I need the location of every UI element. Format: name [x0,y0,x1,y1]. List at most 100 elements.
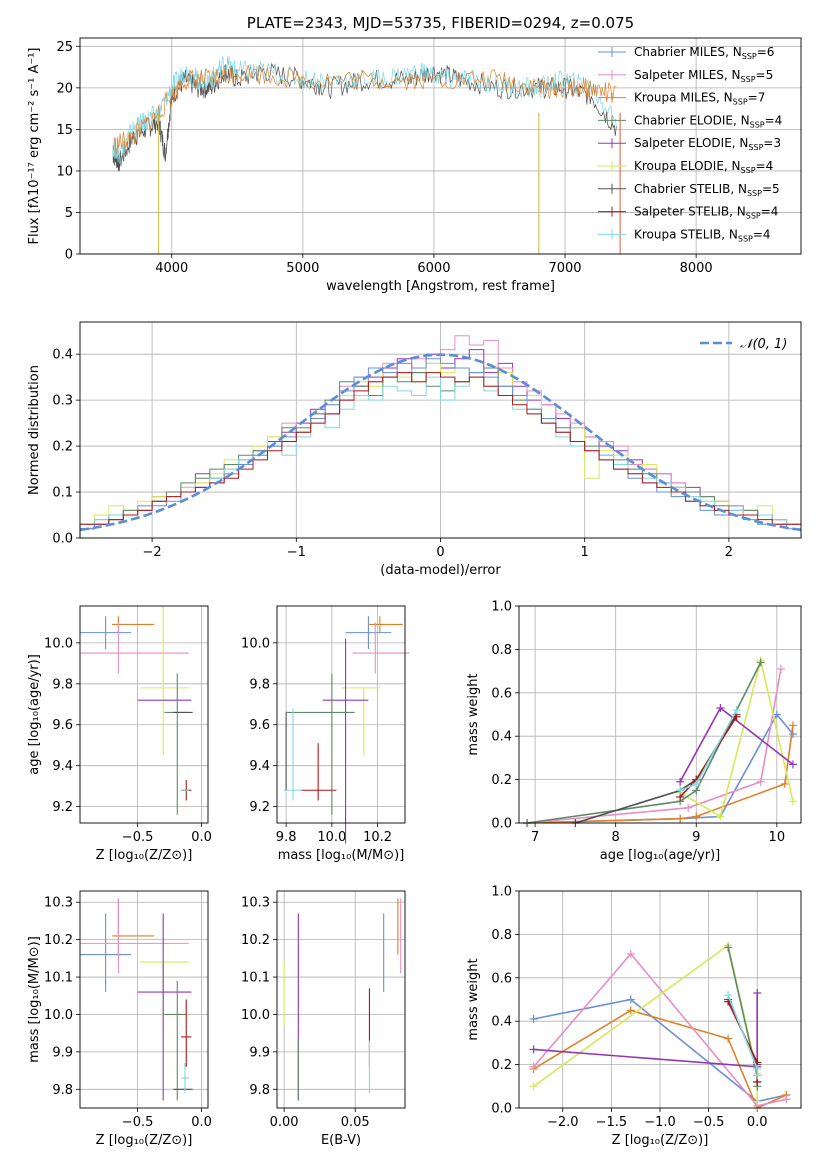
x-tick-label: 10.2 [363,830,392,845]
legend-label-text: Salpeter STELIB, N [634,205,746,219]
x-tick-label: 5000 [286,261,319,276]
y-tick-label: 10.2 [44,933,73,948]
spectrum-line [112,56,617,165]
mass-weight-line [527,725,794,824]
y-tick-label: 10.1 [44,971,73,986]
x-tick-label: 4000 [155,261,188,276]
x-axis-label: mass [log₁₀(M/M⊙)] [278,848,405,863]
y-tick-label: 0.2 [491,1058,512,1073]
x-axis-label: E(B-V) [321,1133,361,1148]
x-tick-label: 6000 [417,261,450,276]
x-tick-label: 2 [725,545,733,560]
x-tick-label: −0.5 [122,830,154,845]
legend-label-value: =3 [763,136,781,150]
legend-label-value: =4 [765,113,783,127]
mass-weight-line [527,668,782,824]
legend-label-value: =7 [748,91,766,105]
y-tick-label: 9.4 [249,759,270,774]
y-tick-label: 1.0 [491,885,512,900]
y-tick-label: 25 [56,40,73,55]
legend-label-sub: SSP [733,98,748,107]
y-tick-label: 10.1 [241,971,270,986]
legend-label-text: Kroupa STELIB, N [634,227,738,241]
y-tick-label: 0.3 [52,394,73,409]
y-tick-label: 10.0 [44,1008,73,1023]
y-tick-label: 0.2 [52,440,73,455]
axes-frame [79,890,209,1109]
legend-label-sub: SSP [746,212,761,221]
legend-label: Kroupa MILES, NSSP=7 [634,91,765,107]
y-tick-label: 0 [65,248,73,263]
x-tick-label: −2 [143,545,162,560]
legend-label-text: Salpeter ELODIE, N [634,136,748,150]
legend-label: Salpeter STELIB, NSSP=4 [634,205,778,221]
y-tick-label: 0.0 [491,817,512,832]
y-tick-label: 10.0 [241,636,270,651]
legend-label-text: Chabrier STELIB, N [634,182,747,196]
legend-label-value: =4 [756,159,774,173]
legend-label-text: Salpeter MILES, N [634,68,741,82]
legend-label-value: =4 [761,205,779,219]
y-axis-label: mass [log₁₀(M/M⊙)] [27,936,42,1063]
x-tick-label: 8000 [680,261,713,276]
y-tick-label: 9.8 [249,677,270,692]
x-tick-label: 1 [581,545,589,560]
x-tick-label: 8 [612,830,620,845]
mass-weight-line [679,709,738,792]
y-tick-label: 10 [56,164,73,179]
y-tick-label: 10.3 [44,896,73,911]
legend-label: Chabrier MILES, NSSP=6 [634,45,774,61]
legend-label-value: =5 [762,182,780,196]
legend-label: Chabrier ELODIE, NSSP=4 [634,113,782,129]
legend-label: Salpeter MILES, NSSP=5 [634,68,773,84]
y-tick-label: 1.0 [491,600,512,615]
x-tick-label: −1.0 [644,1115,676,1130]
x-axis-label: Z [log₁₀(Z/Z⊙)] [96,1133,193,1148]
y-tick-label: 10.0 [241,1008,270,1023]
mass-weight-line [532,952,787,1107]
x-tick-label: 9.8 [276,830,297,845]
mass-weight-line [533,943,759,1102]
legend-label-text: Chabrier ELODIE, N [634,113,750,127]
y-tick-label: 0.6 [491,971,512,986]
mass-weight-line [575,714,738,824]
x-axis-label: wavelength [Angstrom, rest frame] [326,279,555,294]
y-tick-label: 15 [56,123,73,138]
y-axis-label: mass weight [466,673,481,755]
y-tick-label: 0.8 [491,928,512,943]
legend-label: Salpeter ELODIE, NSSP=3 [634,136,781,152]
y-tick-label: 20 [56,81,73,96]
legend-label-text: Kroupa ELODIE, N [634,159,741,173]
x-tick-label: 0.05 [341,1115,370,1130]
x-tick-label: 10 [769,830,786,845]
mass-weight-line [679,660,794,818]
legend-label-value: =5 [756,68,774,82]
y-tick-label: 9.6 [52,718,73,733]
x-tick-label: 10.0 [317,830,346,845]
legend-label: 𝒩(0, 1) [740,337,787,352]
x-tick-label: 7000 [548,261,581,276]
legend-label-sub: SSP [741,166,756,175]
y-tick-label: 9.2 [52,800,73,815]
y-tick-label: 10.3 [241,896,270,911]
y-tick-label: 9.8 [249,1083,270,1098]
y-tick-label: 9.9 [52,1045,73,1060]
x-tick-label: −0.5 [122,1115,154,1130]
y-tick-label: 0.8 [491,643,512,658]
axes-frame [79,321,802,539]
x-axis-label: age [log₁₀(age/yr)] [600,848,721,863]
axes-frame [276,605,406,824]
legend-label: Kroupa ELODIE, NSSP=4 [634,159,773,175]
axes-frame [518,605,802,824]
histogram-step [79,372,801,538]
y-tick-label: 0.6 [491,686,512,701]
legend-label-text: Kroupa MILES, N [634,91,733,105]
y-tick-label: 9.6 [249,718,270,733]
x-tick-label: 0.0 [747,1115,768,1130]
legend-label-sub: SSP [750,120,765,129]
x-tick-label: 9 [692,830,700,845]
chart-title: PLATE=2343, MJD=53735, FIBERID=0294, z=0… [247,14,634,32]
y-tick-label: 0.0 [491,1102,512,1117]
y-tick-label: 9.4 [52,759,73,774]
